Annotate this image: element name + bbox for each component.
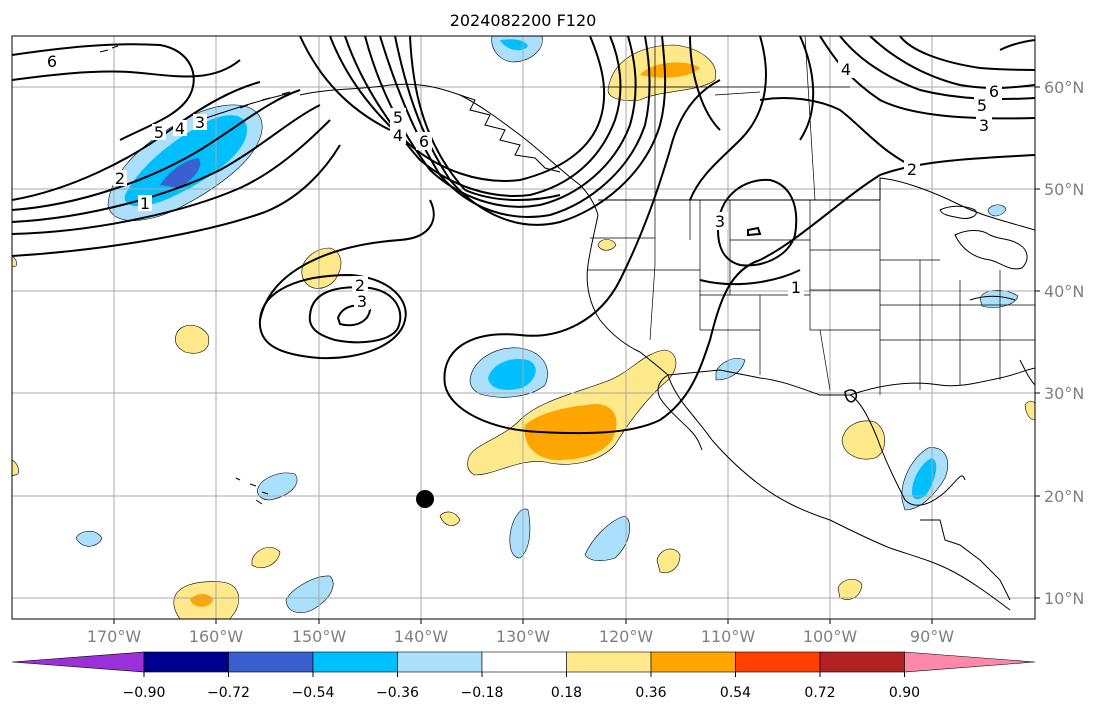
colorbar-swatch <box>228 651 314 673</box>
lon-label: 170°W <box>87 627 142 646</box>
axis-ticks <box>113 86 1040 624</box>
latitude-labels: 60°N 50°N 40°N 30°N 20°N 10°N <box>1044 78 1084 608</box>
colorbar-swatch <box>312 651 398 673</box>
colorbar-ticks <box>143 672 905 677</box>
colorbar-swatch <box>397 651 483 673</box>
contour-label: 2 <box>115 169 125 188</box>
height-contours <box>12 36 1035 435</box>
contour-label: 6 <box>419 132 429 151</box>
contour-label: 3 <box>979 116 989 135</box>
contour-label: 4 <box>393 126 403 145</box>
contour-label: 3 <box>715 212 725 231</box>
contour-label: 5 <box>393 108 403 127</box>
storm-center-marker <box>416 490 434 508</box>
lon-label: 120°W <box>599 627 654 646</box>
contour-label: 5 <box>977 96 987 115</box>
contour-label: 1 <box>791 278 801 297</box>
colorbar-swatch <box>904 651 1036 673</box>
contour-labels: 6 5 4 3 2 1 2 3 6 4 5 3 4 6 <box>44 52 1002 311</box>
colorbar-label: 0.72 <box>804 685 835 701</box>
lat-label: 50°N <box>1044 180 1084 199</box>
contour-label: 1 <box>140 194 150 213</box>
colorbar-swatch <box>143 651 229 673</box>
lat-label: 30°N <box>1044 384 1084 403</box>
lat-label: 40°N <box>1044 282 1084 301</box>
colorbar-label: −0.18 <box>461 685 504 701</box>
lon-label: 140°W <box>394 627 449 646</box>
colorbar-swatch <box>481 651 567 673</box>
colorbar-labels: −0.90 −0.72 −0.54 −0.36 −0.18 0.18 0.36 … <box>123 685 921 701</box>
lon-label: 130°W <box>496 627 551 646</box>
contour-label: 2 <box>355 276 365 295</box>
contour-label: 2 <box>907 160 917 179</box>
map-title: 2024082200 F120 <box>450 11 597 30</box>
colorbar-label: −0.54 <box>292 685 335 701</box>
lat-label: 20°N <box>1044 487 1084 506</box>
colorbar-label: 0.18 <box>551 685 582 701</box>
colorbar-label: 0.90 <box>889 685 920 701</box>
colorbar-label: −0.72 <box>207 685 250 701</box>
contour-label: 5 <box>154 123 164 142</box>
lon-label: 160°W <box>189 627 244 646</box>
lon-label: 150°W <box>292 627 347 646</box>
colorbar-swatch <box>566 651 652 673</box>
contour-label: 4 <box>841 60 851 79</box>
coastlines <box>99 36 1035 611</box>
lon-label: 110°W <box>701 627 756 646</box>
map-area: 6 5 4 3 2 1 2 3 6 4 5 3 4 6 <box>12 36 1035 619</box>
colorbar-swatch <box>650 651 736 673</box>
lon-label: 90°W <box>910 627 954 646</box>
negative-anomaly-peak <box>160 158 201 188</box>
lon-label: 100°W <box>803 627 858 646</box>
colorbar-swatch <box>11 651 145 673</box>
colorbar-swatch <box>735 651 821 673</box>
contour-label: 4 <box>175 119 185 138</box>
lat-label: 60°N <box>1044 78 1084 97</box>
colorbar-label: −0.36 <box>376 685 419 701</box>
colorbar-label: 0.54 <box>720 685 751 701</box>
graticule <box>12 36 1035 619</box>
colorbar-label: −0.90 <box>123 685 166 701</box>
longitude-labels: 170°W 160°W 150°W 140°W 130°W 120°W 110°… <box>87 627 954 646</box>
colorbar-swatch <box>819 651 905 673</box>
contour-label: 6 <box>989 82 999 101</box>
contour-label: 3 <box>357 292 367 311</box>
lat-label: 10°N <box>1044 589 1084 608</box>
colorbar <box>11 651 1036 673</box>
colorbar-label: 0.36 <box>635 685 666 701</box>
contour-label: 3 <box>195 113 205 132</box>
contour-label: 6 <box>47 52 57 71</box>
